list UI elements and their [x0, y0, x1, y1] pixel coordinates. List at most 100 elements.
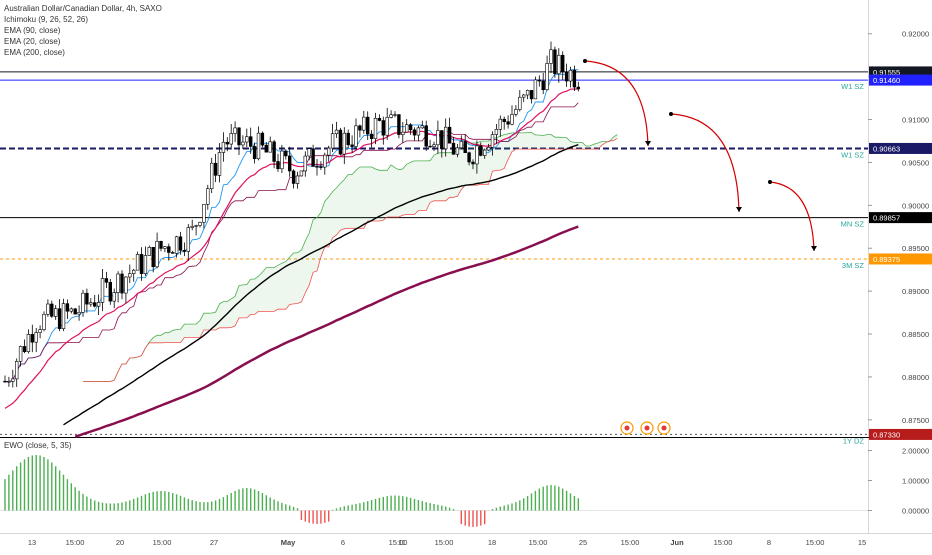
candle-body: [264, 144, 268, 153]
candle-body: [393, 114, 397, 116]
candle-body: [108, 281, 113, 302]
candle-body: [416, 127, 421, 136]
candle-body: [459, 141, 463, 149]
legend-ema-90[interactable]: EMA (90, close): [4, 26, 61, 35]
candle-body: [7, 381, 11, 383]
x-tick-label: 27: [210, 538, 218, 547]
projection-arrow: [584, 60, 649, 147]
legend-ema-200[interactable]: EMA (200, close): [4, 48, 65, 57]
candle-body: [198, 222, 202, 226]
candle-body: [104, 278, 109, 283]
candle-body: [315, 166, 319, 168]
price-marker-bg: [869, 142, 932, 154]
y-tick-label: 0.89500: [902, 244, 929, 253]
candle-body: [451, 142, 456, 155]
candle-body: [22, 346, 27, 352]
candle-body: [225, 141, 229, 145]
candle-body: [186, 227, 190, 252]
candle-body: [135, 254, 140, 271]
event-flag-dot-icon: [644, 425, 650, 431]
chart-legend: Australian Dollar/Canadian Dollar, 4h, S…: [4, 3, 162, 58]
candle-body: [303, 155, 307, 172]
candle-body: [202, 203, 206, 223]
candle-body: [245, 136, 249, 143]
candle-body: [404, 124, 409, 133]
candle-body: [42, 313, 46, 330]
candle-body: [326, 147, 331, 156]
candle-body: [529, 90, 534, 100]
event-flag-dot-icon: [661, 425, 667, 431]
candle-body: [174, 236, 179, 254]
candle-body: [57, 308, 62, 329]
zone-label: W1 SZ: [841, 82, 864, 91]
candle-body: [463, 141, 467, 153]
candle-body: [120, 273, 124, 294]
candle-body: [323, 154, 327, 168]
candle-body: [280, 150, 284, 170]
event-flag-dot-icon: [624, 425, 630, 431]
candle-body: [237, 127, 241, 146]
x-tick-label: 8: [767, 538, 771, 547]
chart-title: Australian Dollar/Canadian Dollar, 4h, S…: [4, 4, 162, 13]
legend-ichimoku[interactable]: Ichimoku (9, 26, 52, 26): [4, 15, 89, 24]
candle-body: [564, 71, 569, 82]
price-marker-bg: [869, 66, 932, 78]
candle-body: [401, 131, 405, 135]
candle-body: [533, 79, 538, 100]
candle-body: [436, 130, 440, 146]
candle-body: [147, 247, 151, 256]
x-tick-label: May: [281, 538, 296, 547]
candle-body: [194, 225, 198, 227]
tenkan-line: [5, 69, 579, 382]
projection-start-dot: [583, 59, 587, 63]
candle-body: [151, 247, 155, 268]
zone-label: MN SZ: [841, 220, 865, 229]
candle-body: [385, 117, 389, 136]
price-marker-label: 0.89857: [873, 214, 900, 223]
x-tick-label: 15:00: [389, 538, 408, 547]
candle-body: [96, 302, 101, 307]
candle-body: [163, 246, 167, 249]
legend-ema-20[interactable]: EMA (20, close): [4, 37, 61, 46]
candle-body: [342, 132, 346, 155]
candle-body: [213, 162, 218, 176]
candle-body: [319, 166, 323, 168]
candle-body: [330, 133, 335, 149]
candle-body: [3, 380, 7, 383]
price-marker-bg: [869, 428, 932, 440]
ewo-legend[interactable]: EWO (close, 5, 35): [4, 441, 72, 450]
candle-body: [525, 90, 530, 96]
candle-body: [89, 302, 93, 305]
candle-body: [85, 292, 89, 305]
x-tick-label: 18: [488, 538, 496, 547]
candle-body: [541, 80, 545, 91]
candle-body: [256, 132, 261, 160]
projection-start-dot: [768, 180, 772, 184]
candle-body: [482, 149, 487, 156]
candle-body: [568, 69, 573, 82]
candle-body: [369, 133, 374, 139]
candle-body: [167, 246, 171, 253]
candle-body: [572, 69, 577, 88]
candle-body: [233, 127, 237, 134]
candle-body: [377, 118, 382, 121]
x-tick-label: 11: [398, 538, 406, 547]
ichimoku-cloud: [83, 132, 618, 382]
candle-body: [155, 241, 159, 268]
candle-body: [229, 133, 233, 145]
candle-body: [479, 145, 483, 156]
zone-label: 3M SZ: [842, 261, 865, 270]
candle-body: [334, 129, 339, 134]
projection-arrowhead: [736, 207, 742, 212]
price-marker-label: 0.87330: [873, 430, 900, 439]
candle-body: [549, 49, 553, 64]
candle-body: [443, 126, 448, 150]
candle-body: [537, 79, 542, 82]
candle-body: [494, 129, 499, 135]
candle-body: [518, 96, 522, 110]
ema-20-line: [4, 88, 579, 409]
candle-body: [428, 145, 432, 148]
